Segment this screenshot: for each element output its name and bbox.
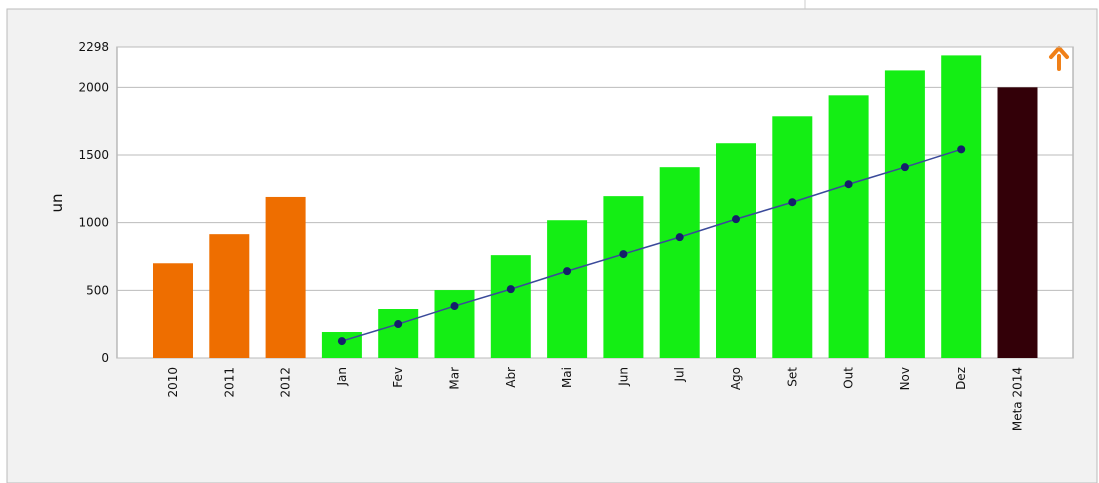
bar <box>716 143 756 358</box>
x-tick-label: Fev <box>391 367 405 388</box>
bar <box>378 309 419 358</box>
x-tick-label: Abr <box>504 367 518 388</box>
line-marker <box>844 180 853 189</box>
bar <box>828 95 869 358</box>
y-tick-label: 0 <box>101 351 109 365</box>
x-tick-label: Jun <box>616 367 630 387</box>
x-tick-label: Mai <box>560 367 574 388</box>
bar <box>547 220 588 358</box>
y-tick-label: 2298 <box>78 40 109 54</box>
line-marker <box>563 267 572 276</box>
x-tick-label: 2010 <box>166 367 180 398</box>
line-marker <box>788 198 797 207</box>
y-tick-label: 1500 <box>78 148 109 162</box>
y-tick-label: 2000 <box>78 80 109 94</box>
y-tick-label: 1000 <box>78 216 109 230</box>
bar <box>772 116 813 358</box>
bar <box>153 263 193 358</box>
x-tick-label: Dez <box>954 367 968 390</box>
line-marker <box>675 233 684 242</box>
x-tick-label: Ago <box>729 367 743 390</box>
x-tick-label: Set <box>785 367 799 387</box>
bar <box>941 55 982 358</box>
x-tick-label: Jan <box>335 367 349 387</box>
line-marker <box>506 285 515 294</box>
bar <box>659 167 700 358</box>
x-tick-label: Nov <box>898 367 912 390</box>
line <box>341 148 962 342</box>
x-tick-label: 2011 <box>222 367 236 398</box>
y-tick-label: 500 <box>86 283 109 297</box>
line-marker <box>732 215 740 224</box>
line-marker <box>900 163 909 172</box>
plot-area <box>116 46 1074 359</box>
bar <box>490 255 531 358</box>
bar <box>265 196 306 358</box>
line-marker <box>337 337 346 346</box>
x-tick-label: Out <box>842 367 856 389</box>
x-tick-label: 2012 <box>279 367 293 398</box>
line-marker <box>619 250 628 259</box>
bar <box>884 70 925 359</box>
line-marker <box>450 302 459 311</box>
up-arrow-icon <box>1049 46 1069 71</box>
y-axis-label: un <box>48 193 66 212</box>
line-marker <box>957 145 966 154</box>
x-tick-label: Jul <box>673 367 687 382</box>
bar <box>434 290 475 358</box>
bar <box>603 196 644 358</box>
bar <box>997 87 1038 359</box>
bar <box>209 234 250 358</box>
line-marker <box>394 320 403 329</box>
x-tick-label: Mar <box>448 367 462 390</box>
x-tick-label: Meta 2014 <box>1011 367 1025 431</box>
